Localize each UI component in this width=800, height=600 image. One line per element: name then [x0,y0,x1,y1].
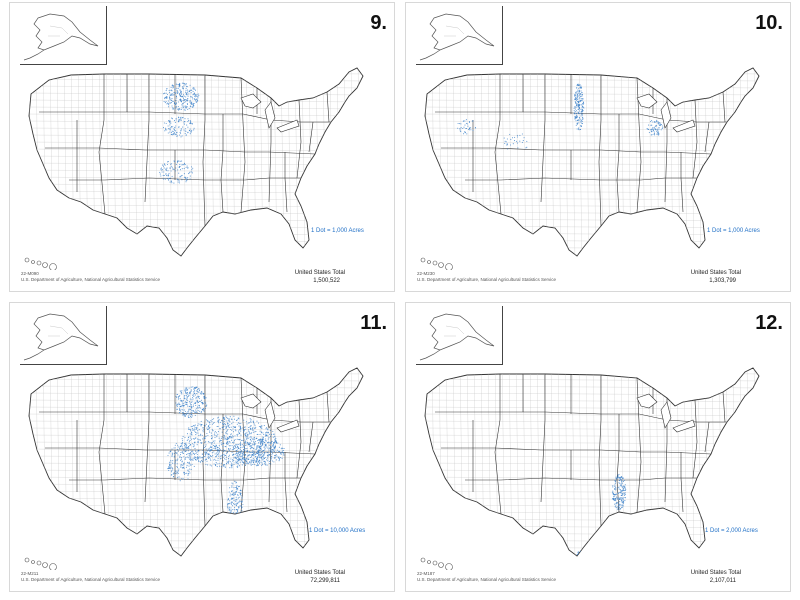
alaska-inset [416,6,503,65]
us-map [424,67,760,257]
source-credit: U.S. Department of Agriculture, National… [21,577,161,582]
dot-density-layer [159,82,200,184]
total-value: 72,299,811 [310,578,340,584]
dot-scale-legend: 1 Dot = 1,000 Acres [707,228,760,234]
source-credit: U.S. Department of Agriculture, National… [417,577,557,582]
alaska-inset [416,306,503,365]
dot-density-layer [457,83,664,150]
total-label: United States Total [690,270,741,276]
hawaii-inset [24,257,57,270]
map-code: 22-M090 [21,271,39,276]
total-value: 2,107,011 [709,578,736,584]
source-credit: U.S. Department of Agriculture, National… [417,277,557,282]
source-credit: U.S. Department of Agriculture, National… [21,277,161,282]
map-code: 22-M211 [21,571,39,576]
total-label: United States Total [294,270,345,276]
total-value: 1,303,799 [709,278,736,284]
panel-number: 10. [755,12,783,34]
us-map [28,367,364,557]
map-panel-9: 9. 1 Dot = 1,000 Acres 22-M090 U.S. Depa… [9,2,395,292]
panel-number: 11. [360,312,387,334]
total-label: United States Total [294,570,345,576]
total-value: 1,500,522 [313,278,340,284]
hawaii-inset [420,257,453,270]
dot-scale-legend: 1 Dot = 2,000 Acres [705,528,758,534]
map-panel-12: 12. 1 Dot = 2,000 Acres 22-M187 U.S. Dep… [405,302,791,592]
us-map [424,367,760,557]
dot-scale-legend: 1 Dot = 10,000 Acres [309,528,366,534]
map-code: 22-M230 [417,271,435,276]
panel-number: 9. [370,12,387,34]
map-panel-10: 10. 1 Dot = 1,000 Acres 22-M230 U.S. Dep… [405,2,791,292]
map-code: 22-M187 [417,571,435,576]
panel-number: 12. [755,312,783,334]
dot-scale-legend: 1 Dot = 1,000 Acres [311,228,364,234]
hawaii-inset [24,557,57,570]
us-map [28,67,364,257]
alaska-inset [20,306,107,365]
total-label: United States Total [690,570,741,576]
dot-density-layer [167,386,285,533]
map-panel-11: 11. 1 Dot = 10,000 Acres 22-M211 U.S. De… [9,302,395,592]
alaska-inset [20,6,107,65]
hawaii-inset [420,557,453,570]
